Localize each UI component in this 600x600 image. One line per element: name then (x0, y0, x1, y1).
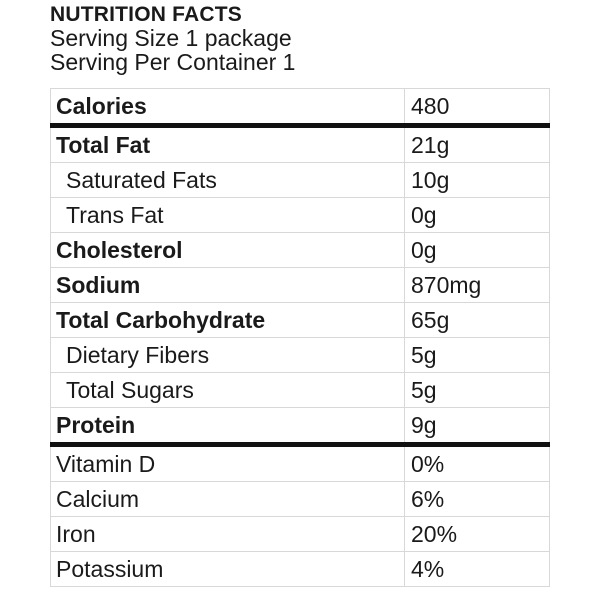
row-dietary-fibers: Dietary Fibers 5g (50, 337, 550, 373)
row-total-fat: Total Fat 21g (50, 123, 550, 163)
nutrient-value: 0g (404, 232, 550, 268)
nutrient-value: 6% (404, 481, 550, 517)
nutrient-name: Calcium (50, 481, 405, 517)
nutrient-name: Sodium (50, 267, 405, 303)
nutrient-value: 0% (404, 442, 550, 482)
nutrition-table: Calories 480 Total Fat 21g Saturated Fat… (50, 88, 550, 587)
nutrient-name: Total Fat (50, 123, 405, 163)
nutrient-name: Iron (50, 516, 405, 552)
row-saturated-fats: Saturated Fats 10g (50, 162, 550, 198)
serving-size: Serving Size 1 package (50, 25, 292, 51)
row-protein: Protein 9g (50, 407, 550, 445)
row-total-carbohydrate: Total Carbohydrate 65g (50, 302, 550, 338)
nutrient-value: 5g (404, 337, 550, 373)
nutrition-header: NUTRITION FACTS Serving Size 1 package S… (50, 3, 570, 74)
nutrient-value: 870mg (404, 267, 550, 303)
row-sodium: Sodium 870mg (50, 267, 550, 303)
nutrient-name: Protein (50, 407, 405, 445)
nutrient-name: Dietary Fibers (50, 337, 405, 373)
row-calories: Calories 480 (50, 88, 550, 126)
row-vitamin-d: Vitamin D 0% (50, 442, 550, 482)
nutrient-value: 10g (404, 162, 550, 198)
nutrient-value: 5g (404, 372, 550, 408)
nutrient-name: Calories (50, 88, 405, 126)
nutrient-value: 65g (404, 302, 550, 338)
nutrient-name: Trans Fat (50, 197, 405, 233)
nutrient-name: Total Sugars (50, 372, 405, 408)
nutrient-value: 9g (404, 407, 550, 445)
nutrient-value: 0g (404, 197, 550, 233)
nutrient-name: Vitamin D (50, 442, 405, 482)
row-calcium: Calcium 6% (50, 481, 550, 517)
nutrition-title: NUTRITION FACTS (50, 3, 242, 26)
row-cholesterol: Cholesterol 0g (50, 232, 550, 268)
nutrient-name: Total Carbohydrate (50, 302, 405, 338)
nutrient-name: Cholesterol (50, 232, 405, 268)
row-trans-fat: Trans Fat 0g (50, 197, 550, 233)
nutrient-value: 4% (404, 551, 550, 587)
row-potassium: Potassium 4% (50, 551, 550, 587)
nutrient-name: Saturated Fats (50, 162, 405, 198)
nutrient-value: 480 (404, 88, 550, 126)
row-iron: Iron 20% (50, 516, 550, 552)
nutrient-value: 21g (404, 123, 550, 163)
nutrient-value: 20% (404, 516, 550, 552)
servings-per-container: Serving Per Container 1 (50, 49, 296, 75)
row-total-sugars: Total Sugars 5g (50, 372, 550, 408)
nutrient-name: Potassium (50, 551, 405, 587)
